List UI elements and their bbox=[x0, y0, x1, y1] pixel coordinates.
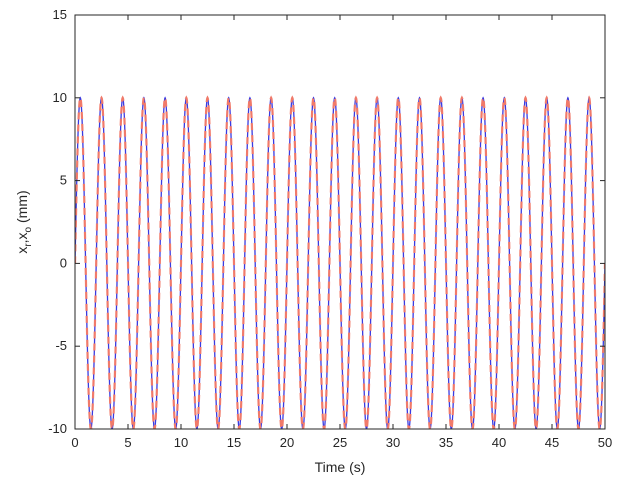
y-tick-label: 0 bbox=[60, 255, 67, 270]
y-tick-label: 5 bbox=[60, 173, 67, 188]
y-tick-label: 15 bbox=[53, 7, 67, 22]
x-tick-label: 25 bbox=[333, 435, 347, 450]
y-label-x2: x bbox=[14, 232, 30, 239]
x-tick-label: 45 bbox=[545, 435, 559, 450]
y-label-x1: x bbox=[14, 247, 30, 254]
y-axis-label: xr,xo (mm) bbox=[14, 190, 34, 253]
y-label-sub2: o bbox=[23, 226, 34, 232]
y-label-sep: , bbox=[14, 239, 30, 243]
x-tick-label: 50 bbox=[598, 435, 612, 450]
x-axis-label: Time (s) bbox=[315, 459, 366, 475]
series-line-dashed bbox=[75, 95, 605, 429]
y-tick-label: 10 bbox=[53, 90, 67, 105]
x-tick-label: 5 bbox=[124, 435, 131, 450]
series-layer bbox=[75, 95, 605, 429]
x-tick-label: 10 bbox=[174, 435, 188, 450]
y-label-sub1: r bbox=[23, 243, 34, 247]
x-tick-label: 15 bbox=[227, 435, 241, 450]
x-tick-label: 30 bbox=[386, 435, 400, 450]
x-tick-label: 35 bbox=[439, 435, 453, 450]
tick-layer: 0 5 10 15 20 25 30 35 40 45 50 -10 -5 0 5 10 15 bbox=[48, 7, 612, 450]
y-tick-label: -10 bbox=[48, 421, 67, 436]
y-label-unit: (mm) bbox=[14, 190, 30, 227]
x-tick-label: 20 bbox=[280, 435, 294, 450]
y-tick-label: -5 bbox=[55, 338, 67, 353]
x-tick-label: 0 bbox=[71, 435, 78, 450]
x-tick-label: 40 bbox=[492, 435, 506, 450]
